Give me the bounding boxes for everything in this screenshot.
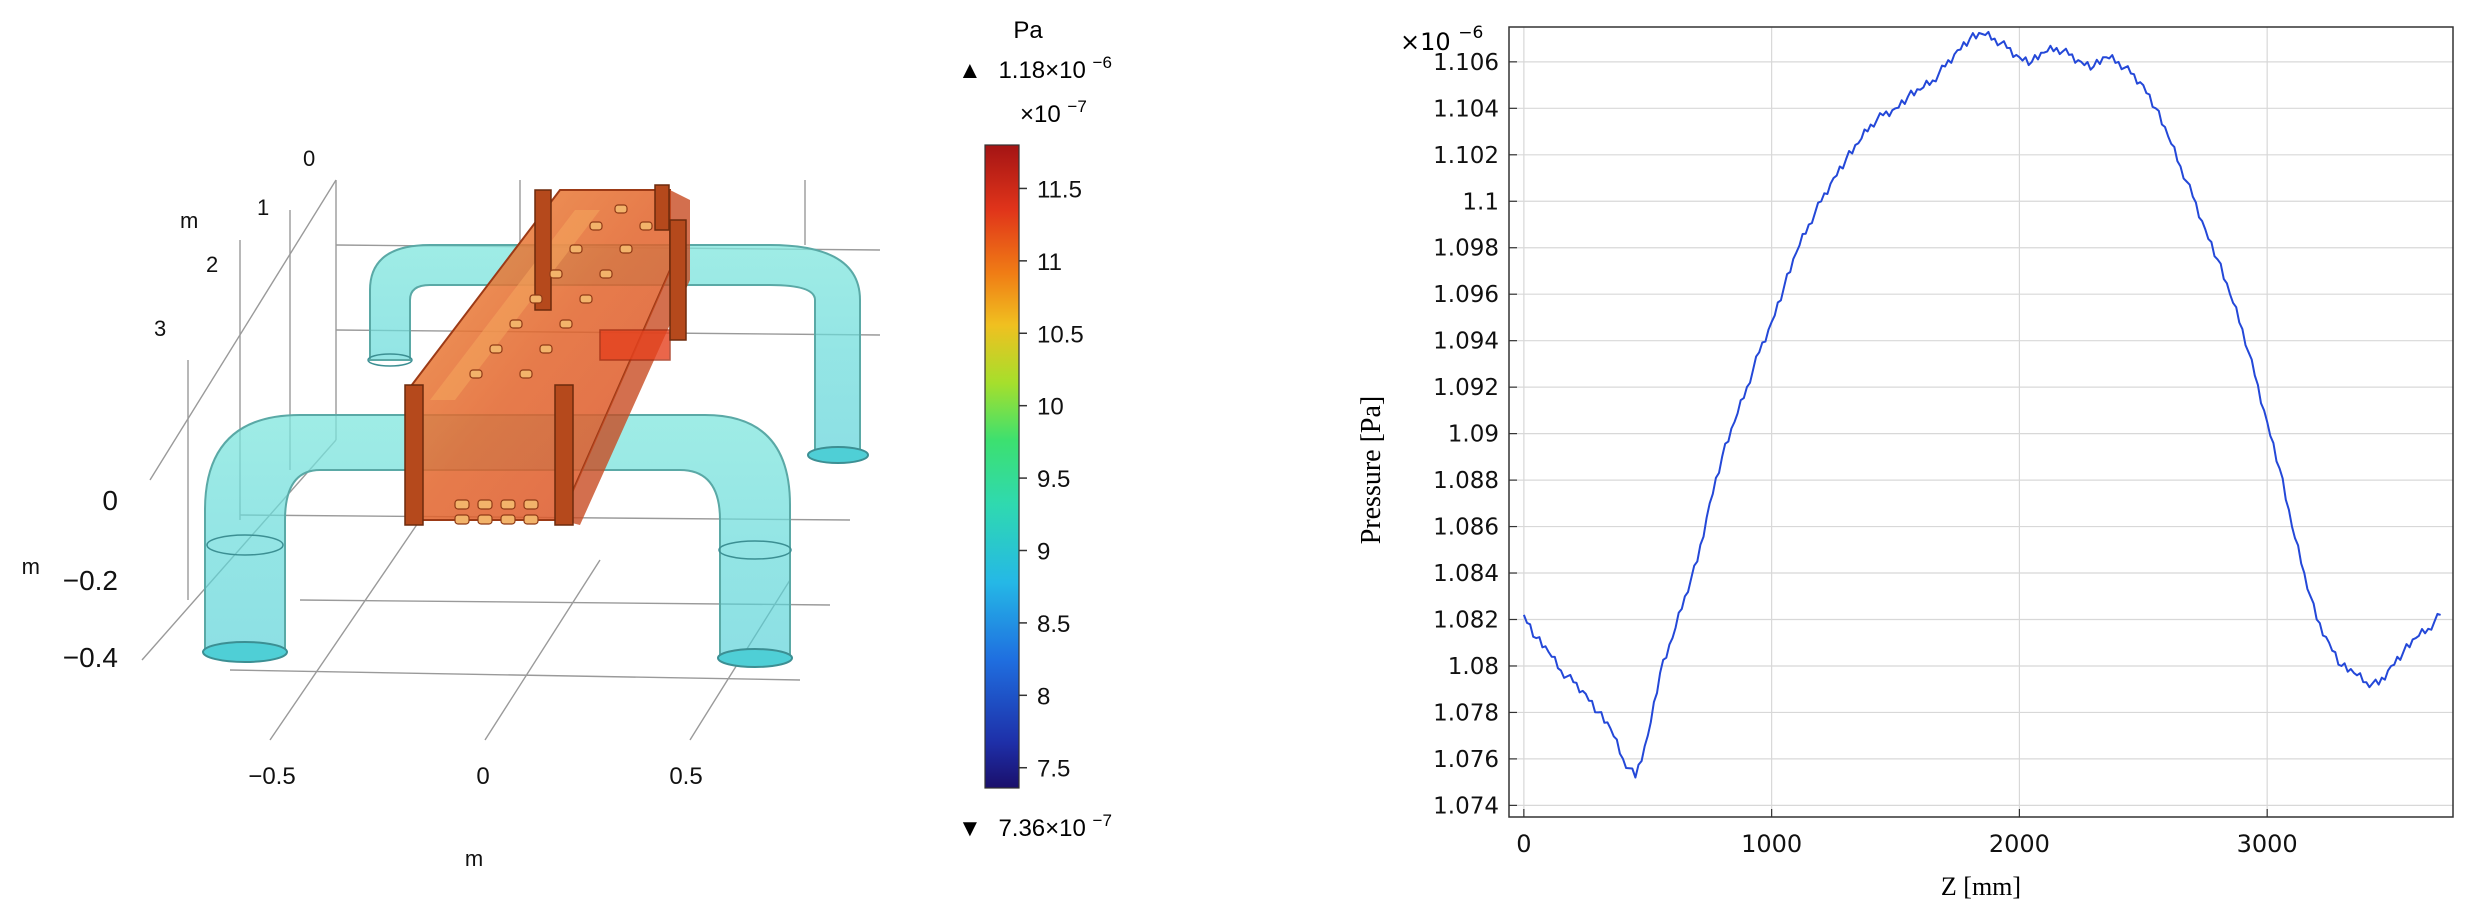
depth-axis: 0 1 2 3 m bbox=[154, 146, 315, 341]
perforation-slots bbox=[454, 204, 653, 525]
pressure-line-chart: 0 1000 2000 3000 1.0741.0761.0781.081.0821.… bbox=[1356, 23, 2454, 901]
colorbar-max-exp: −6 bbox=[1093, 53, 1112, 72]
y-tick-label: 1.098 bbox=[1433, 236, 1499, 262]
y-multiplier: ×10 −6 bbox=[1400, 23, 1483, 56]
colorbar-tick-label: 8 bbox=[1037, 683, 1050, 710]
y-axis-label: Pressure [Pa] bbox=[1356, 396, 1387, 545]
colorbar-min-label: ▼ 7.36×10 −7 bbox=[958, 811, 1112, 842]
plot-frame bbox=[1508, 26, 2454, 818]
colorbar-scale-exp: −7 bbox=[1067, 97, 1086, 116]
horizontal-tick-1: 0 bbox=[476, 763, 489, 790]
vertical-tick-0: 0 bbox=[102, 485, 118, 516]
x-tick-label: 2000 bbox=[1989, 830, 2050, 858]
y-tick-label: 1.078 bbox=[1433, 700, 1499, 726]
x-tick-label: 0 bbox=[1516, 830, 1531, 858]
y-tick-label: 1.086 bbox=[1433, 515, 1499, 541]
colorbar-gradient bbox=[984, 144, 1020, 789]
y-tick-label: 1.074 bbox=[1433, 793, 1499, 819]
colorbar-min-exp: −7 bbox=[1093, 811, 1112, 830]
colorbar-max-symbol: ▲ bbox=[958, 57, 982, 84]
x-axis-label: Z [mm] bbox=[1941, 872, 2021, 901]
vertical-tick-1: −0.2 bbox=[63, 565, 118, 596]
colorbar-tick-label: 7.5 bbox=[1037, 756, 1070, 783]
colorbar: Pa ▲ 1.18×10 −6 ×10 −7 11.5 11 10.5 10 9.5 9 8… bbox=[958, 17, 1112, 842]
y-tick-label: 1.084 bbox=[1433, 561, 1499, 587]
x-tick-label: 3000 bbox=[2237, 830, 2298, 858]
colorbar-max-mantissa: 1.18×10 bbox=[998, 57, 1085, 84]
x-axis-ticks: 0 1000 2000 3000 bbox=[1516, 809, 2298, 858]
horizontal-tick-0: −0.5 bbox=[248, 763, 295, 790]
y-multiplier-exp: −6 bbox=[1458, 23, 1483, 43]
colorbar-tick-label: 11 bbox=[1037, 249, 1062, 276]
y-tick-label: 1.102 bbox=[1433, 143, 1499, 169]
y-tick-label: 1.106 bbox=[1433, 50, 1499, 76]
y-tick-label: 1.09 bbox=[1448, 422, 1499, 448]
colorbar-max-label: ▲ 1.18×10 −6 bbox=[958, 53, 1112, 84]
vertical-unit: m bbox=[22, 554, 40, 579]
pressure-3d-view: 0 1 2 3 m 0 −0.2 −0.4 m −0.5 0 0.5 m Pa … bbox=[22, 17, 1112, 871]
colorbar-min-symbol: ▼ bbox=[958, 815, 982, 842]
colorbar-tick-label: 8.5 bbox=[1037, 611, 1070, 638]
depth-tick-1: 1 bbox=[257, 195, 269, 220]
horizontal-unit: m bbox=[465, 846, 483, 871]
colorbar-scale-label: ×10 −7 bbox=[1020, 97, 1087, 128]
y-tick-label: 1.076 bbox=[1433, 747, 1499, 773]
colorbar-tick-label: 10.5 bbox=[1037, 321, 1084, 348]
y-multiplier-base: ×10 bbox=[1400, 28, 1451, 56]
y-tick-label: 1.08 bbox=[1448, 654, 1499, 680]
depth-unit: m bbox=[180, 208, 198, 233]
depth-tick-3: 3 bbox=[154, 316, 166, 341]
colorbar-ticks: 11.5 11 10.5 10 9.5 9 8.5 8 7.5 bbox=[1019, 176, 1084, 783]
y-tick-label: 1.082 bbox=[1433, 608, 1499, 634]
horizontal-axis: −0.5 0 0.5 m bbox=[248, 763, 702, 871]
colorbar-min-mantissa: 7.36×10 bbox=[998, 815, 1085, 842]
y-axis-ticks: 1.074 1.076 1.078 1.08 1.082 1.084 1.086 1.088 1… bbox=[1433, 50, 1517, 819]
colorbar-tick-label: 10 bbox=[1037, 394, 1064, 421]
colorbar-unit: Pa bbox=[1013, 17, 1043, 44]
colorbar-tick-label: 9 bbox=[1037, 538, 1050, 565]
vertical-axis: 0 −0.2 −0.4 m bbox=[22, 485, 118, 673]
y-tick-label: 1.1 bbox=[1462, 189, 1499, 215]
colorbar-tick-label: 9.5 bbox=[1037, 466, 1070, 493]
y-tick-label: 1.094 bbox=[1433, 329, 1499, 355]
colorbar-tick-label: 11.5 bbox=[1037, 176, 1082, 203]
manifold-flanges bbox=[404, 184, 687, 526]
back-pipe bbox=[367, 244, 869, 464]
y-tick-label: 1.092 bbox=[1433, 375, 1499, 401]
grid-horizontal bbox=[1509, 61, 2453, 806]
x-tick-label: 1000 bbox=[1741, 830, 1802, 858]
plot-area bbox=[1509, 27, 2453, 817]
y-tick-label: 1.088 bbox=[1433, 468, 1499, 494]
pressure-series-line bbox=[1522, 30, 2441, 779]
depth-tick-2: 2 bbox=[206, 252, 218, 277]
y-tick-label: 1.104 bbox=[1433, 96, 1499, 122]
vertical-tick-2: −0.4 bbox=[63, 642, 118, 673]
y-tick-label: 1.096 bbox=[1433, 282, 1499, 308]
colorbar-scale-mantissa: ×10 bbox=[1020, 101, 1061, 128]
horizontal-tick-2: 0.5 bbox=[669, 763, 702, 790]
depth-tick-0: 0 bbox=[303, 146, 315, 171]
